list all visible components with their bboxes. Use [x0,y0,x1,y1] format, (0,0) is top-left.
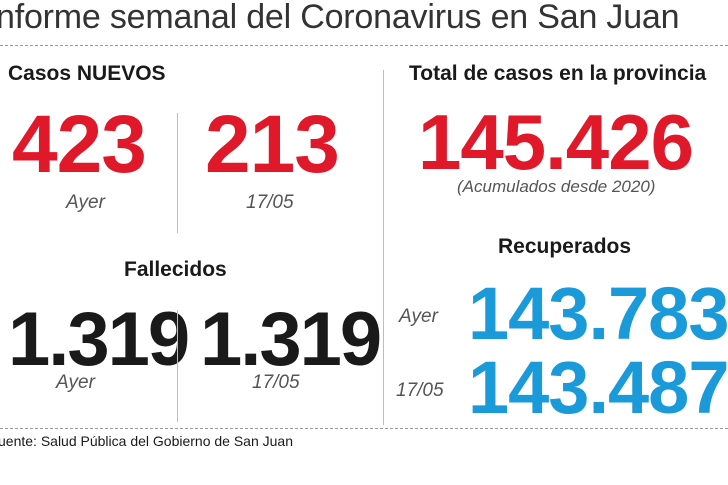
title-divider [0,45,728,46]
source-divider [0,428,728,429]
deaths-date-value: 1.319 [200,297,382,382]
column-divider [383,70,384,425]
recovered-heading: Recuperados [498,235,632,258]
deaths-heading: Fallecidos [124,258,227,281]
recovered-yesterday-value: 143.783 [468,272,728,355]
recovered-date-label: 17/05 [396,380,444,401]
total-note: (Acumulados desde 2020) [457,177,656,196]
new-cases-divider [177,113,178,233]
source-credit: uente: Salud Pública del Gobierno de San… [0,433,293,449]
new-cases-date-label: 17/05 [246,192,294,213]
new-cases-date-value: 213 [205,99,340,190]
new-cases-heading: Casos NUEVOS [8,62,166,85]
total-heading: Total de casos en la provincia [409,62,707,85]
deaths-yesterday-label: Ayer [56,372,95,393]
deaths-yesterday-value: 1.319 [8,297,190,382]
infographic-title: nforme semanal del Coronavirus en San Ju… [0,0,680,36]
recovered-date-value: 143.487 [468,346,728,429]
new-cases-yesterday-value: 423 [12,99,147,190]
recovered-yesterday-label: Ayer [399,306,438,327]
new-cases-yesterday-label: Ayer [66,192,105,213]
deaths-date-label: 17/05 [252,372,300,393]
total-value: 145.426 [418,98,694,186]
deaths-divider [177,310,178,422]
